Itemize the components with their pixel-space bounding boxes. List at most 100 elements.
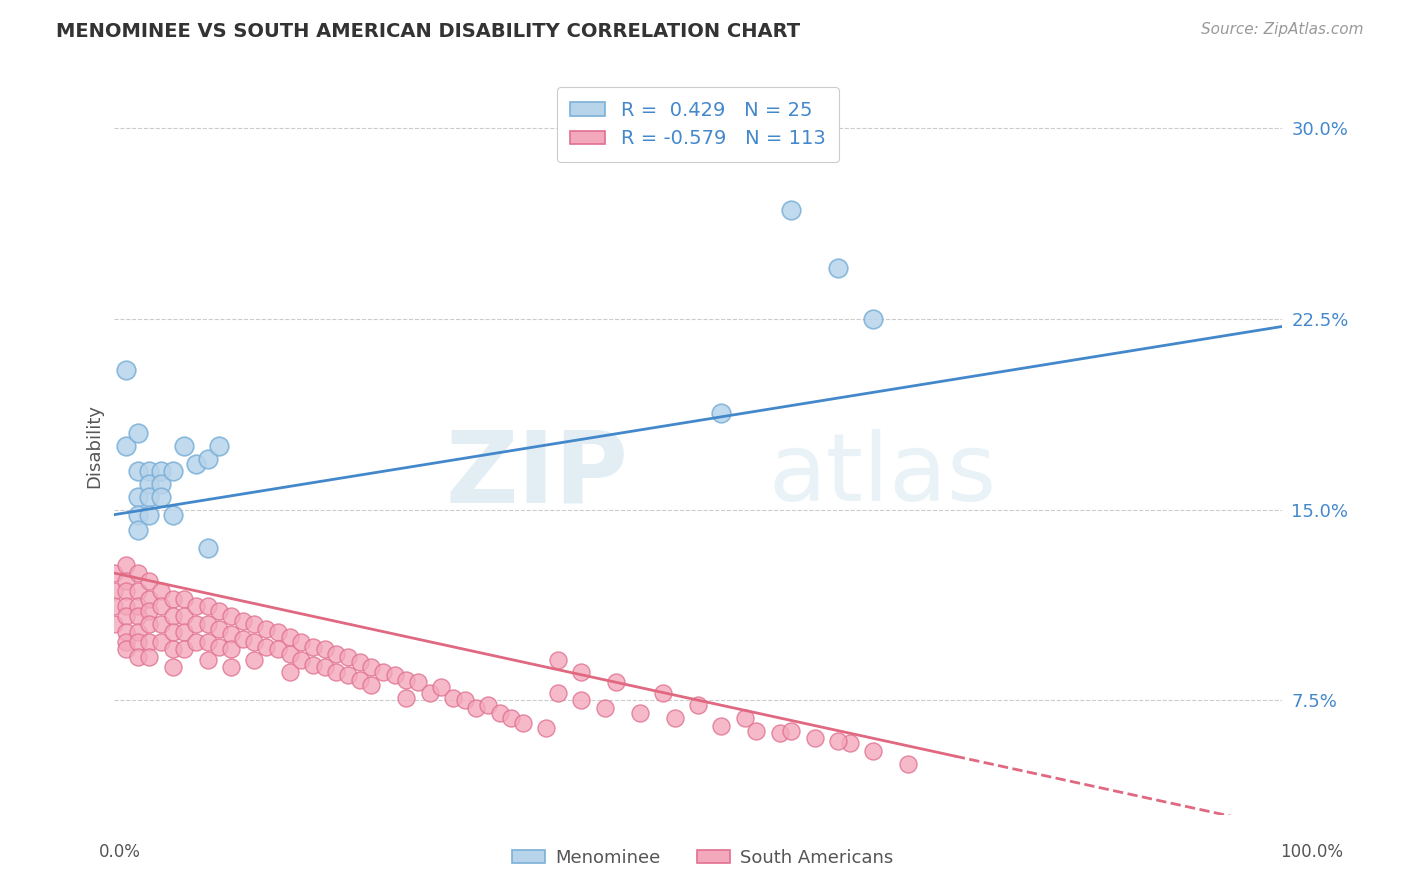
Point	[371, 665, 394, 680]
Point	[173, 439, 195, 453]
Point	[453, 693, 475, 707]
Point	[184, 634, 207, 648]
Point	[628, 706, 651, 720]
Legend: R =  0.429   N = 25, R = -0.579   N = 113: R = 0.429 N = 25, R = -0.579 N = 113	[557, 87, 839, 162]
Point	[605, 675, 627, 690]
Point	[173, 642, 195, 657]
Point	[219, 642, 242, 657]
Point	[127, 609, 149, 624]
Point	[254, 640, 277, 654]
Point	[780, 723, 803, 738]
Point	[127, 624, 149, 639]
Point	[827, 261, 849, 276]
Point	[115, 439, 138, 453]
Point	[115, 634, 138, 648]
Point	[150, 477, 173, 491]
Point	[138, 591, 160, 606]
Point	[115, 363, 138, 377]
Point	[173, 609, 195, 624]
Point	[314, 660, 336, 674]
Point	[162, 609, 184, 624]
Point	[115, 574, 138, 588]
Point	[278, 648, 301, 662]
Point	[360, 660, 382, 674]
Point	[150, 616, 173, 631]
Point	[138, 634, 160, 648]
Point	[336, 667, 359, 681]
Point	[138, 464, 160, 478]
Point	[103, 583, 125, 598]
Point	[162, 591, 184, 606]
Point	[138, 477, 160, 491]
Point	[127, 583, 149, 598]
Point	[208, 604, 231, 618]
Point	[232, 632, 254, 647]
Point	[127, 490, 149, 504]
Point	[197, 451, 219, 466]
Point	[593, 701, 616, 715]
Point	[197, 652, 219, 666]
Point	[127, 566, 149, 580]
Point	[769, 726, 792, 740]
Point	[349, 655, 371, 669]
Text: MENOMINEE VS SOUTH AMERICAN DISABILITY CORRELATION CHART: MENOMINEE VS SOUTH AMERICAN DISABILITY C…	[56, 22, 800, 41]
Point	[197, 634, 219, 648]
Point	[254, 622, 277, 636]
Point	[569, 693, 592, 707]
Point	[477, 698, 499, 713]
Point	[138, 574, 160, 588]
Point	[127, 523, 149, 537]
Point	[862, 744, 884, 758]
Point	[103, 599, 125, 614]
Point	[127, 599, 149, 614]
Point	[219, 627, 242, 641]
Point	[150, 464, 173, 478]
Point	[162, 660, 184, 674]
Point	[862, 312, 884, 326]
Point	[208, 439, 231, 453]
Point	[103, 616, 125, 631]
Point	[162, 624, 184, 639]
Point	[173, 591, 195, 606]
Point	[127, 508, 149, 522]
Point	[127, 464, 149, 478]
Point	[115, 642, 138, 657]
Point	[150, 634, 173, 648]
Point	[115, 624, 138, 639]
Point	[827, 734, 849, 748]
Point	[162, 642, 184, 657]
Point	[208, 622, 231, 636]
Point	[360, 678, 382, 692]
Point	[115, 583, 138, 598]
Point	[197, 599, 219, 614]
Point	[150, 599, 173, 614]
Point	[465, 701, 488, 715]
Point	[219, 660, 242, 674]
Point	[395, 673, 418, 687]
Point	[150, 490, 173, 504]
Point	[710, 718, 733, 732]
Point	[290, 652, 312, 666]
Point	[536, 721, 558, 735]
Point	[138, 490, 160, 504]
Point	[232, 615, 254, 629]
Point	[197, 616, 219, 631]
Point	[897, 756, 920, 771]
Point	[349, 673, 371, 687]
Point	[103, 566, 125, 580]
Point	[325, 665, 347, 680]
Point	[547, 685, 569, 699]
Point	[419, 685, 441, 699]
Point	[243, 634, 266, 648]
Point	[150, 583, 173, 598]
Point	[430, 681, 453, 695]
Point	[710, 406, 733, 420]
Point	[512, 716, 534, 731]
Point	[734, 711, 756, 725]
Point	[197, 541, 219, 555]
Point	[267, 624, 290, 639]
Point	[184, 599, 207, 614]
Point	[162, 464, 184, 478]
Point	[127, 634, 149, 648]
Point	[278, 665, 301, 680]
